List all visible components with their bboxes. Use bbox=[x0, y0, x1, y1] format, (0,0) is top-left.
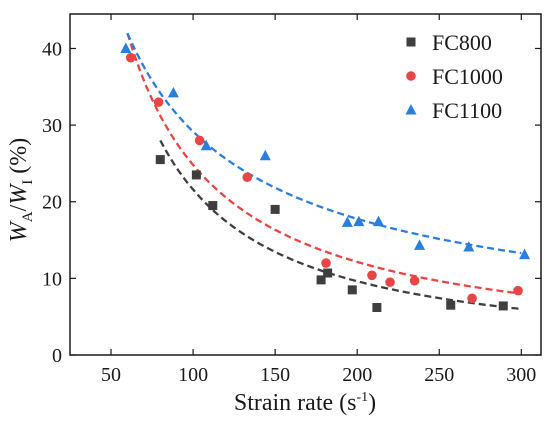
y-axis-title-unit: (%) bbox=[6, 138, 32, 180]
y-tick-label: 30 bbox=[42, 115, 62, 137]
point-fc800 bbox=[348, 285, 357, 294]
point-fc800 bbox=[208, 201, 217, 210]
fit-curve-fc800 bbox=[160, 140, 521, 309]
point-fc1000 bbox=[367, 271, 377, 281]
point-fc800 bbox=[192, 170, 201, 179]
point-fc1100 bbox=[463, 241, 474, 252]
point-fc800 bbox=[156, 155, 165, 164]
x-tick-label: 100 bbox=[178, 364, 208, 386]
point-fc1000 bbox=[321, 258, 331, 268]
x-axis-title: Strain rate (s-1) bbox=[234, 390, 376, 416]
legend-marker-fc1100 bbox=[406, 104, 417, 115]
legend: FC800 FC1000 FC1100 bbox=[406, 30, 503, 123]
point-fc1100 bbox=[168, 87, 179, 98]
point-fc1100 bbox=[414, 239, 425, 250]
point-fc1000 bbox=[242, 172, 252, 182]
point-fc1000 bbox=[154, 97, 164, 107]
point-fc1000 bbox=[126, 53, 136, 63]
point-fc800 bbox=[323, 269, 332, 278]
x-tick-label: 250 bbox=[424, 364, 454, 386]
y-axis-title-sub-a: A bbox=[20, 211, 36, 222]
y-axis-title: WA/WI (%) bbox=[6, 138, 36, 243]
legend-marker-fc800 bbox=[407, 38, 416, 47]
y-tick-label: 10 bbox=[42, 268, 62, 290]
point-fc1000 bbox=[195, 136, 205, 146]
x-tick-label: 150 bbox=[260, 364, 290, 386]
point-fc800 bbox=[446, 301, 455, 310]
y-tick-label: 40 bbox=[42, 38, 62, 60]
point-fc800 bbox=[271, 205, 280, 214]
legend-marker-fc1000 bbox=[406, 71, 416, 81]
x-axis-title-exponent: -1 bbox=[356, 390, 368, 405]
point-fc1100 bbox=[120, 42, 131, 53]
point-fc1000 bbox=[467, 293, 477, 303]
y-tick-label: 20 bbox=[42, 192, 62, 214]
legend-label-fc1100: FC1100 bbox=[432, 98, 502, 123]
x-tick-label: 200 bbox=[342, 364, 372, 386]
point-fc1000 bbox=[385, 277, 395, 287]
y-axis-title-w2: W bbox=[6, 183, 32, 205]
point-fc1100 bbox=[373, 216, 384, 227]
point-fc1000 bbox=[410, 276, 420, 286]
x-tick-label: 50 bbox=[101, 364, 121, 386]
legend-label-fc1000: FC1000 bbox=[432, 64, 503, 89]
x-axis-title-main: Strain rate (s bbox=[234, 390, 357, 416]
point-fc800 bbox=[499, 301, 508, 310]
x-axis-title-close: ) bbox=[368, 390, 376, 416]
y-axis-title-w1: W bbox=[6, 220, 32, 242]
legend-label-fc800: FC800 bbox=[432, 30, 492, 55]
point-fc800 bbox=[372, 303, 381, 312]
point-fc1000 bbox=[513, 286, 523, 296]
point-fc1100 bbox=[260, 150, 271, 161]
y-tick-label: 0 bbox=[52, 345, 62, 367]
x-tick-label: 300 bbox=[506, 364, 536, 386]
